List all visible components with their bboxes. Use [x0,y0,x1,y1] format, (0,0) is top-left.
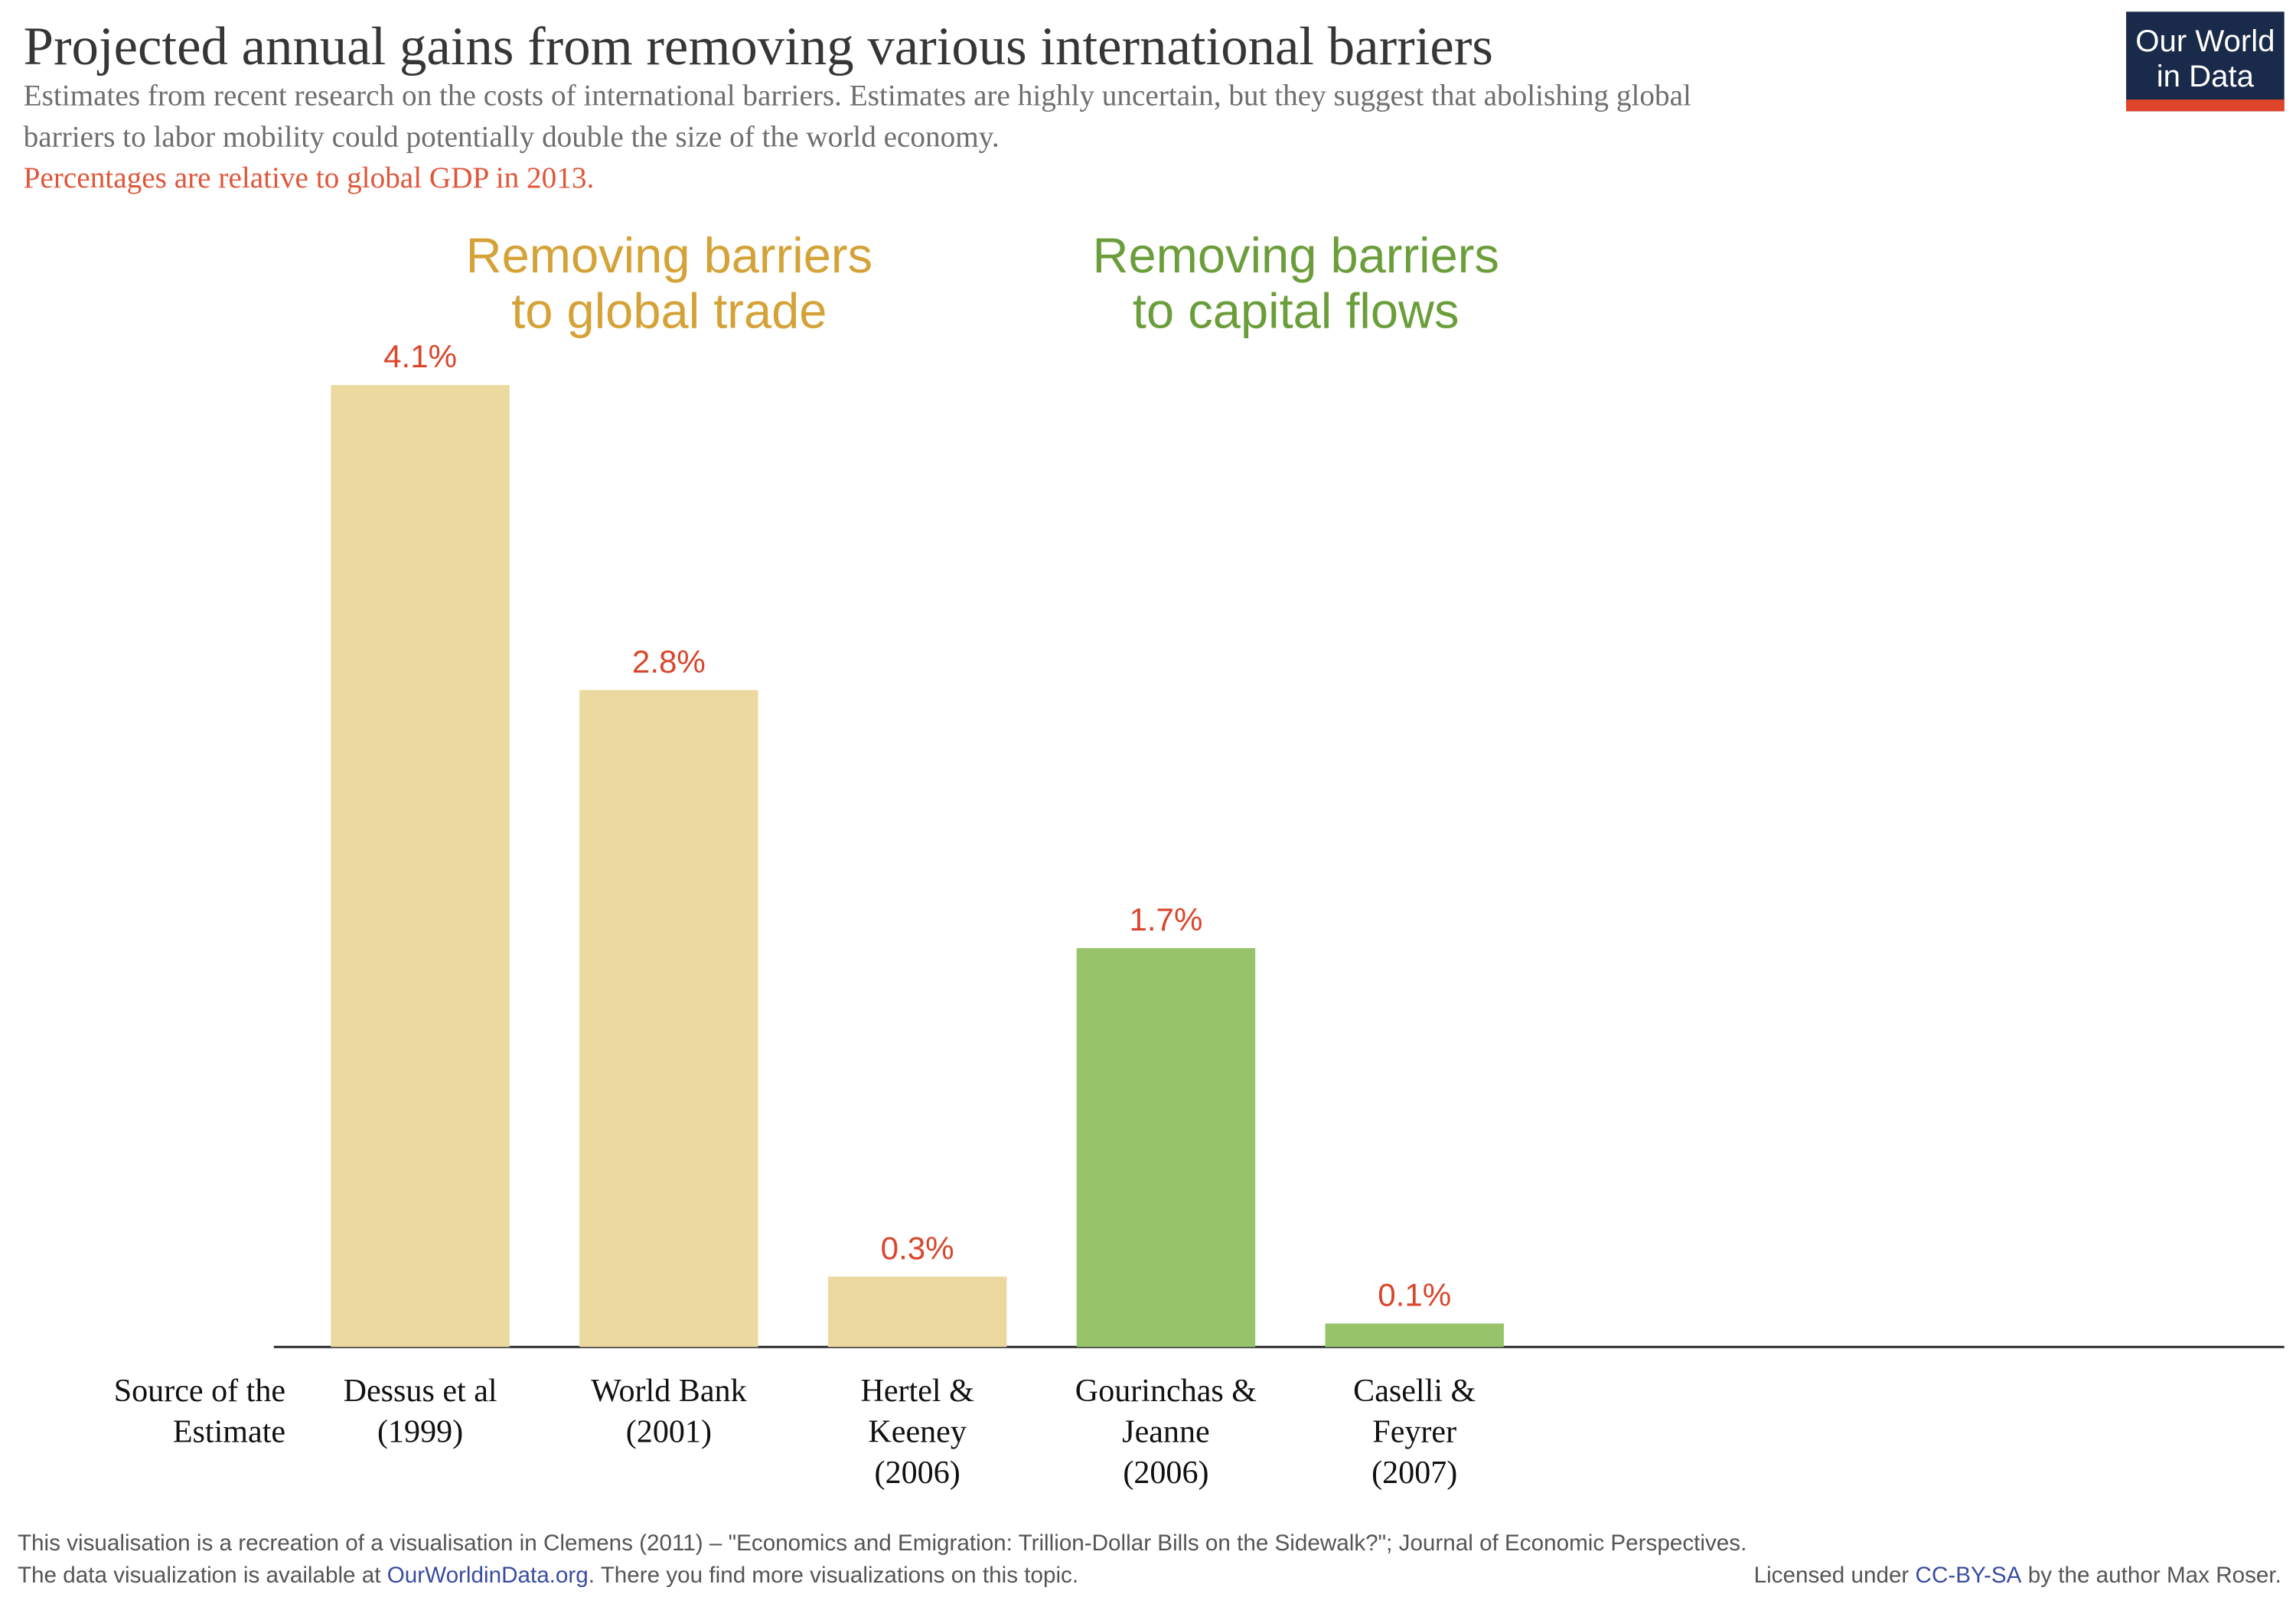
x-axis-label: Estimate [173,1414,285,1450]
license: Licensed under CC-BY-SA by the author Ma… [1754,1563,2281,1588]
logo: Our World in Data [2126,11,2285,112]
x-tick-label: Dessus et al [344,1373,497,1409]
logo-strip [2126,99,2285,112]
group-label: Removing barriers [1093,227,1499,283]
x-tick-label: (2007) [1371,1455,1457,1491]
note: Percentages are relative to global GDP i… [24,161,595,194]
x-tick-label: (2006) [1123,1455,1208,1491]
license-text: by the author Max Roser. [2021,1563,2281,1588]
logo-text: Our World [2135,24,2275,58]
x-tick-label: (2006) [875,1455,960,1491]
footer-text: . There you find more visualizations on … [589,1563,1078,1588]
group-label: to capital flows [1133,283,1459,339]
x-tick-label: Caselli & [1353,1373,1476,1409]
group-label: Removing barriers [466,227,872,283]
value-label: 0.3% [881,1230,954,1266]
value-label: 4.1% [383,338,457,374]
chart-title: Projected annual gains from removing var… [24,17,1493,77]
subtitle: Estimates from recent research on the co… [24,80,1691,112]
x-tick-label: Jeanne [1122,1414,1209,1450]
value-label: 1.7% [1129,901,1202,937]
x-tick-label: Keeney [868,1414,967,1450]
logo-text: in Data [2157,59,2255,93]
bar [579,689,758,1348]
footer-text: The data visualization is available at [18,1563,387,1588]
subtitle: barriers to labor mobility could potenti… [24,120,1000,153]
x-tick-label: Feyrer [1372,1414,1456,1450]
x-axis-label: Source of the [114,1373,285,1409]
x-tick-label: Gourinchas & [1075,1373,1257,1409]
bar [827,1276,1007,1348]
footer-text: This visualisation is a recreation of a … [18,1530,1746,1556]
value-label: 0.1% [1378,1277,1451,1313]
bar [1076,948,1256,1348]
bar [1325,1323,1504,1348]
value-label: 2.8% [632,644,706,680]
x-tick-label: Hertel & [860,1373,974,1409]
x-tick-label: World Bank [591,1373,747,1409]
x-tick-label: (1999) [377,1414,463,1450]
x-tick-label: (2001) [626,1414,712,1450]
group-label: to global trade [511,283,827,339]
license-link[interactable]: CC-BY-SA [1916,1563,2022,1588]
footer-text: The data visualization is available at O… [18,1563,1078,1588]
logo-box [2126,11,2285,112]
license-text: Licensed under [1754,1563,1916,1588]
footer-link[interactable]: OurWorldinData.org [387,1563,589,1588]
bar [331,385,510,1348]
